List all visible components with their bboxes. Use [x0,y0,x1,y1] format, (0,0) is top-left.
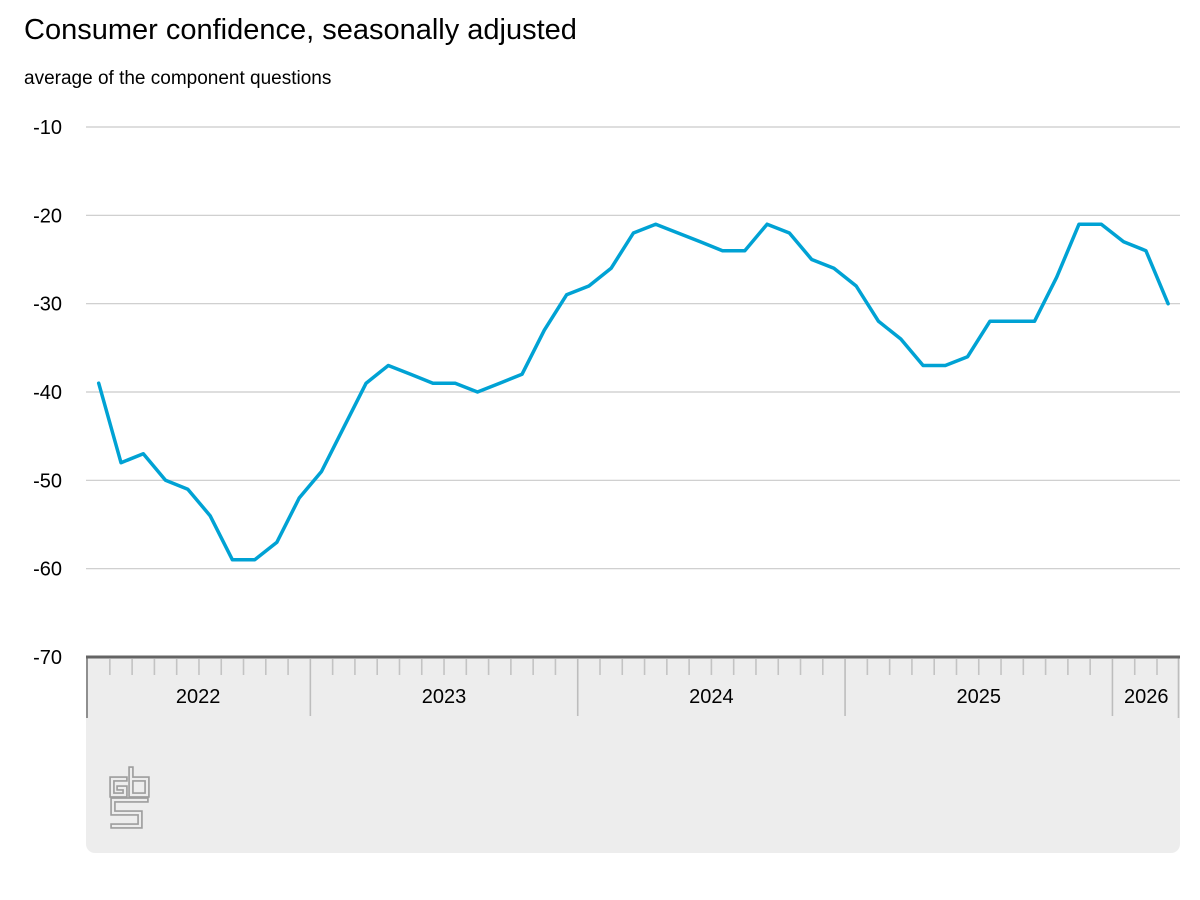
year-label: 2022 [176,686,221,708]
cbs-logo-icon [109,766,150,829]
y-tick-label: -20 [33,205,62,227]
year-label: 2025 [957,686,1002,708]
y-tick-label: -30 [33,294,62,316]
year-label: 2024 [689,686,734,708]
logo-stroke-core [111,798,148,828]
logo-stroke-core [110,777,127,797]
year-separators [86,657,1180,718]
y-tick-label: -10 [33,117,62,139]
gridlines [86,126,1180,570]
x-axis-year-labels: 2022 2023 2024 2025 2026 [176,686,1169,708]
y-tick-label: -50 [33,470,62,492]
y-axis-labels: -10 -20 -30 -40 -50 -60 -70 [33,117,62,669]
chart-subtitle: average of the component questions [24,68,332,89]
y-tick-label: -60 [33,559,62,581]
x-axis-band [86,657,1180,853]
year-label: 2026 [1124,686,1169,708]
confidence-line [96,222,1170,562]
y-tick-label: -70 [33,647,62,669]
year-label: 2023 [422,686,467,708]
y-tick-label: -40 [33,382,62,404]
month-ticks [109,659,1158,675]
logo-stroke-core [129,767,149,797]
chart-title: Consumer confidence, seasonally adjusted [24,14,577,46]
